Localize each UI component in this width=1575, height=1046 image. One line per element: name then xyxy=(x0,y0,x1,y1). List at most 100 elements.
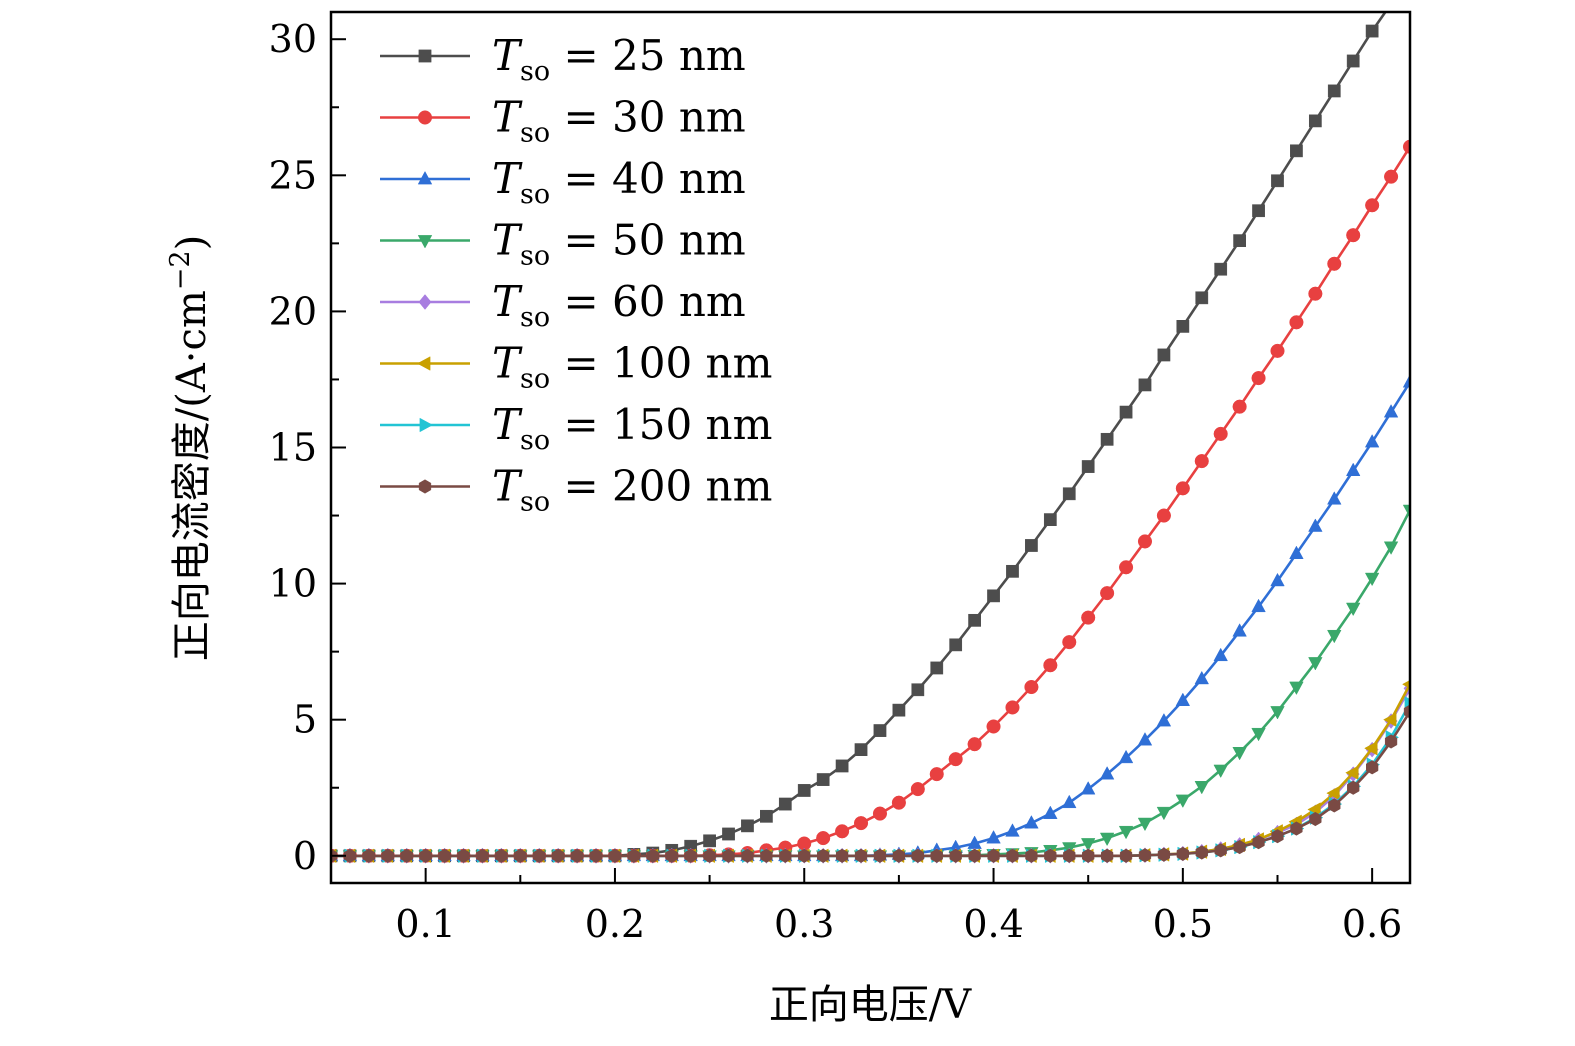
data-point xyxy=(1099,832,1115,847)
data-point xyxy=(381,848,394,863)
data-point xyxy=(892,703,906,717)
data-point xyxy=(816,831,831,846)
legend-item: Tso = 40 nm xyxy=(380,154,746,210)
series-8 xyxy=(331,704,1410,863)
data-point xyxy=(1156,713,1172,727)
data-point xyxy=(1290,144,1303,158)
data-point xyxy=(1346,54,1360,68)
legend-label-value: = 60 nm xyxy=(550,277,746,326)
data-point xyxy=(1005,700,1020,715)
data-point xyxy=(1402,504,1410,519)
data-point xyxy=(741,848,754,863)
legend-label: Tso = 30 nm xyxy=(492,93,746,149)
data-point xyxy=(1063,848,1076,863)
data-point xyxy=(1308,518,1323,532)
legend-label-sub: so xyxy=(520,425,550,456)
data-point xyxy=(1156,508,1171,523)
series-6 xyxy=(331,679,1410,864)
data-point xyxy=(1043,513,1057,526)
data-point xyxy=(835,848,849,863)
y-axis-title: 正向电流密度/(A·cm−2) xyxy=(165,235,215,661)
data-point xyxy=(910,782,925,797)
data-point xyxy=(1024,679,1039,695)
data-point xyxy=(872,806,888,821)
data-point xyxy=(1270,706,1285,720)
data-point xyxy=(1175,794,1191,808)
data-point xyxy=(1365,24,1379,38)
legend-label-var: T xyxy=(492,339,523,388)
data-point xyxy=(1157,348,1171,362)
legend-marker xyxy=(417,110,433,125)
legend-label-sub: so xyxy=(520,241,550,272)
data-point xyxy=(930,661,944,675)
data-point xyxy=(817,848,830,863)
data-point xyxy=(1251,727,1266,742)
y-tick-label: 10 xyxy=(269,562,317,606)
series-line xyxy=(331,381,1410,858)
data-point xyxy=(552,848,565,863)
data-point xyxy=(760,809,773,823)
data-point xyxy=(703,834,716,848)
data-point xyxy=(1233,234,1247,248)
data-point xyxy=(1383,712,1397,727)
data-point xyxy=(835,759,849,773)
legend-label: Tso = 40 nm xyxy=(492,154,746,210)
data-point xyxy=(1384,734,1398,749)
data-point xyxy=(911,683,925,697)
data-point xyxy=(1025,539,1038,552)
data-point xyxy=(476,848,489,863)
data-point xyxy=(1290,821,1303,836)
data-point xyxy=(1345,602,1361,617)
legend-marker xyxy=(416,356,431,371)
data-point xyxy=(1366,760,1379,775)
x-tick-label: 0.6 xyxy=(1342,902,1402,946)
data-point xyxy=(1137,534,1153,549)
legend-item: Tso = 30 nm xyxy=(380,93,746,149)
data-point xyxy=(1364,741,1378,756)
data-point xyxy=(1175,481,1190,496)
data-point xyxy=(400,848,413,863)
legend-item: Tso = 25 nm xyxy=(380,31,746,87)
data-point xyxy=(1176,320,1190,333)
data-point xyxy=(1364,572,1380,587)
data-point xyxy=(1099,766,1115,780)
data-point xyxy=(1346,228,1361,243)
legend-label-value: = 100 nm xyxy=(550,339,772,388)
data-point xyxy=(1252,835,1265,850)
legend-label-sub: so xyxy=(520,179,550,210)
series-7 xyxy=(331,696,1410,864)
legend-label-var: T xyxy=(492,31,523,80)
data-point xyxy=(1385,0,1397,10)
data-point xyxy=(1080,781,1096,795)
legend-label: Tso = 25 nm xyxy=(492,31,746,87)
data-point xyxy=(1082,848,1095,863)
data-point xyxy=(1044,848,1057,863)
data-point xyxy=(778,797,792,811)
data-point xyxy=(1402,374,1410,388)
x-tick-label: 0.4 xyxy=(963,902,1023,946)
data-point xyxy=(1289,315,1304,330)
x-axis-title: 正向电压/V xyxy=(769,982,972,1028)
data-point xyxy=(1328,798,1341,813)
data-point xyxy=(948,752,963,767)
legend-item: Tso = 200 nm xyxy=(380,462,772,518)
y-tick-label: 15 xyxy=(269,426,317,470)
data-point xyxy=(703,848,716,863)
data-point xyxy=(929,767,944,782)
data-point xyxy=(873,848,887,863)
data-point xyxy=(968,613,981,627)
data-point xyxy=(1081,460,1095,473)
legend-label-var: T xyxy=(492,400,523,449)
data-point xyxy=(1080,838,1096,852)
data-point xyxy=(1403,704,1410,719)
data-point xyxy=(986,719,1001,734)
data-point xyxy=(1232,747,1247,761)
data-point xyxy=(1194,781,1209,795)
data-point xyxy=(1383,541,1399,555)
legend-label-value: = 30 nm xyxy=(550,93,746,142)
legend-marker xyxy=(418,294,432,310)
data-point xyxy=(1025,848,1038,863)
data-point xyxy=(854,848,868,863)
